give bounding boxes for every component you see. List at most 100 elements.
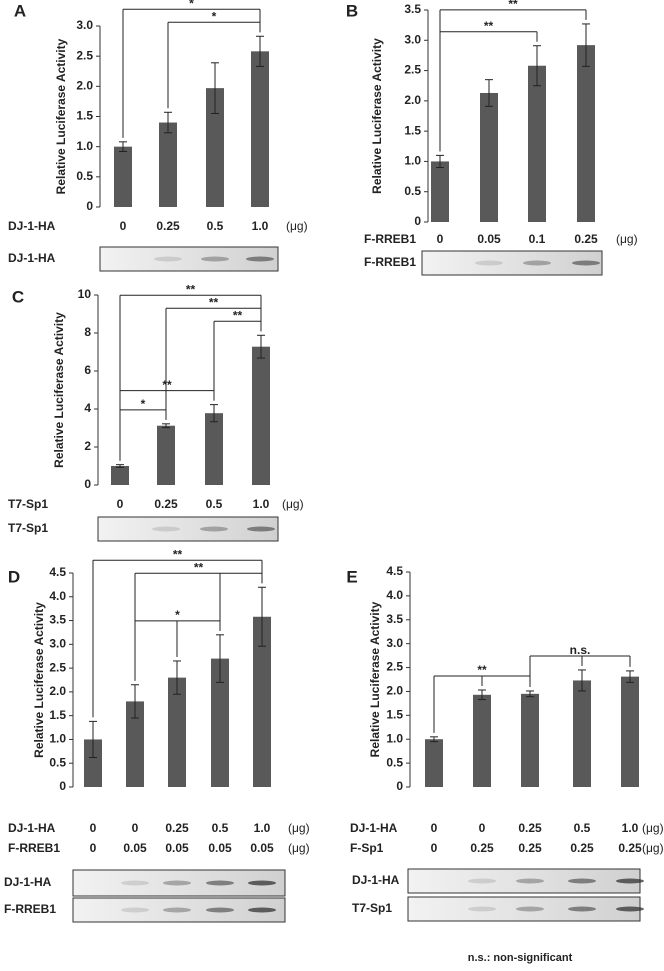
significance-label: ** xyxy=(233,308,243,322)
blot-band xyxy=(163,907,191,913)
panel-letter: D xyxy=(8,567,20,586)
y-tick-label: 4.5 xyxy=(386,564,403,578)
significance-label: ** xyxy=(209,295,219,309)
y-tick-label: 0 xyxy=(396,779,403,793)
blot-band xyxy=(523,260,551,266)
x-tick-label: 0.25 xyxy=(570,841,594,855)
blot-band xyxy=(248,880,276,886)
y-tick-label: 4 xyxy=(84,401,91,415)
blot-image xyxy=(97,516,279,542)
y-tick-label: 0 xyxy=(59,779,66,793)
x-tick-label: 0 xyxy=(90,821,97,835)
unit-label: (μg) xyxy=(288,821,310,835)
bar xyxy=(521,693,539,787)
bar xyxy=(114,146,132,207)
y-tick-label: 1.0 xyxy=(76,139,93,153)
y-tick-label: 1.0 xyxy=(404,154,421,168)
x-tick-label: 0.5 xyxy=(212,821,229,835)
significance-label: * xyxy=(212,9,217,23)
y-tick-label: 3.0 xyxy=(386,636,403,650)
y-tick-label: 4.0 xyxy=(386,588,403,602)
blot-band xyxy=(121,907,149,913)
y-tick-label: 3.0 xyxy=(404,32,421,46)
x-tick-label: 0.25 xyxy=(574,232,598,246)
y-axis-label: Relative Luciferase Activity xyxy=(370,38,384,194)
bar xyxy=(528,65,546,223)
x-tick-label: 1.0 xyxy=(253,497,270,511)
x-tick-label: 0 xyxy=(120,219,127,233)
blot-band xyxy=(572,260,600,266)
significance-label: ** xyxy=(173,547,183,561)
significance-label: ** xyxy=(194,560,204,574)
significance-label: ** xyxy=(477,663,487,677)
x-tick-label: 0.05 xyxy=(123,841,147,855)
blot-label: T7-Sp1 xyxy=(352,901,392,915)
blot-band xyxy=(616,906,644,912)
y-tick-label: 0.5 xyxy=(76,169,93,183)
y-tick-label: 1.5 xyxy=(76,109,93,123)
y-tick-label: 2.5 xyxy=(386,660,403,674)
y-tick-label: 1.5 xyxy=(404,123,421,137)
significance-label: * xyxy=(189,0,194,10)
bar xyxy=(206,88,224,207)
y-tick-label: 3.0 xyxy=(76,18,93,32)
y-tick-label: 3.5 xyxy=(49,613,66,627)
y-tick-label: 2.0 xyxy=(404,93,421,107)
blot-band xyxy=(616,878,644,884)
x-tick-label: 0 xyxy=(132,821,139,835)
blot-band xyxy=(201,256,229,262)
y-tick-label: 0 xyxy=(86,199,93,213)
bar xyxy=(473,694,491,787)
blot-band xyxy=(152,526,180,532)
y-tick-label: 2.5 xyxy=(49,660,66,674)
blot-band xyxy=(468,878,496,884)
blot-label: DJ-1-HA xyxy=(4,875,52,889)
condition-label: DJ-1-HA xyxy=(8,219,56,233)
condition-label: DJ-1-HA xyxy=(8,821,56,835)
x-tick-label: 0 xyxy=(437,232,444,246)
y-axis-label: Relative Luciferase Activity xyxy=(32,602,46,758)
footnote: n.s.: non-significant xyxy=(468,952,573,964)
bar xyxy=(621,676,639,787)
y-tick-label: 0.5 xyxy=(386,755,403,769)
x-tick-label: 0 xyxy=(431,821,438,835)
blot-band xyxy=(246,256,274,262)
significance-label: ** xyxy=(186,282,196,296)
blot-band xyxy=(200,526,228,532)
y-tick-label: 6 xyxy=(84,363,91,377)
x-tick-label: 0 xyxy=(479,821,486,835)
bar xyxy=(573,680,591,787)
y-tick-label: 1.5 xyxy=(49,708,66,722)
y-tick-label: 3.5 xyxy=(386,612,403,626)
y-tick-label: 1.0 xyxy=(386,731,403,745)
x-tick-label: 0.25 xyxy=(518,821,542,835)
blot-label: T7-Sp1 xyxy=(8,521,48,535)
y-tick-label: 1.0 xyxy=(49,732,66,746)
x-tick-label: 0.25 xyxy=(156,219,180,233)
blot-band xyxy=(516,906,544,912)
x-tick-label: 0.5 xyxy=(206,497,223,511)
y-axis-label: Relative Luciferase Activity xyxy=(52,312,66,468)
x-tick-label: 1.0 xyxy=(252,219,269,233)
x-tick-label: 1.0 xyxy=(254,821,271,835)
panel-letter: C xyxy=(12,287,24,306)
condition-label: F-RREB1 xyxy=(8,841,60,855)
unit-label: (μg) xyxy=(286,219,308,233)
bar xyxy=(251,51,269,208)
y-tick-label: 0 xyxy=(84,477,91,491)
blot-band xyxy=(475,260,503,266)
bar xyxy=(126,701,144,787)
significance-label: ** xyxy=(484,19,494,33)
panel-letter: E xyxy=(346,567,357,586)
blot-band xyxy=(163,880,191,886)
y-tick-label: 1.5 xyxy=(386,708,403,722)
bar xyxy=(159,122,177,207)
x-tick-label: 0.5 xyxy=(207,219,224,233)
x-tick-label: 0 xyxy=(117,497,124,511)
significance-label: * xyxy=(141,397,146,411)
y-tick-label: 0.5 xyxy=(49,755,66,769)
y-tick-label: 2.0 xyxy=(76,79,93,93)
blot-label: F-RREB1 xyxy=(364,255,416,269)
blot-band xyxy=(248,907,276,913)
panel-letter: A xyxy=(14,1,26,20)
